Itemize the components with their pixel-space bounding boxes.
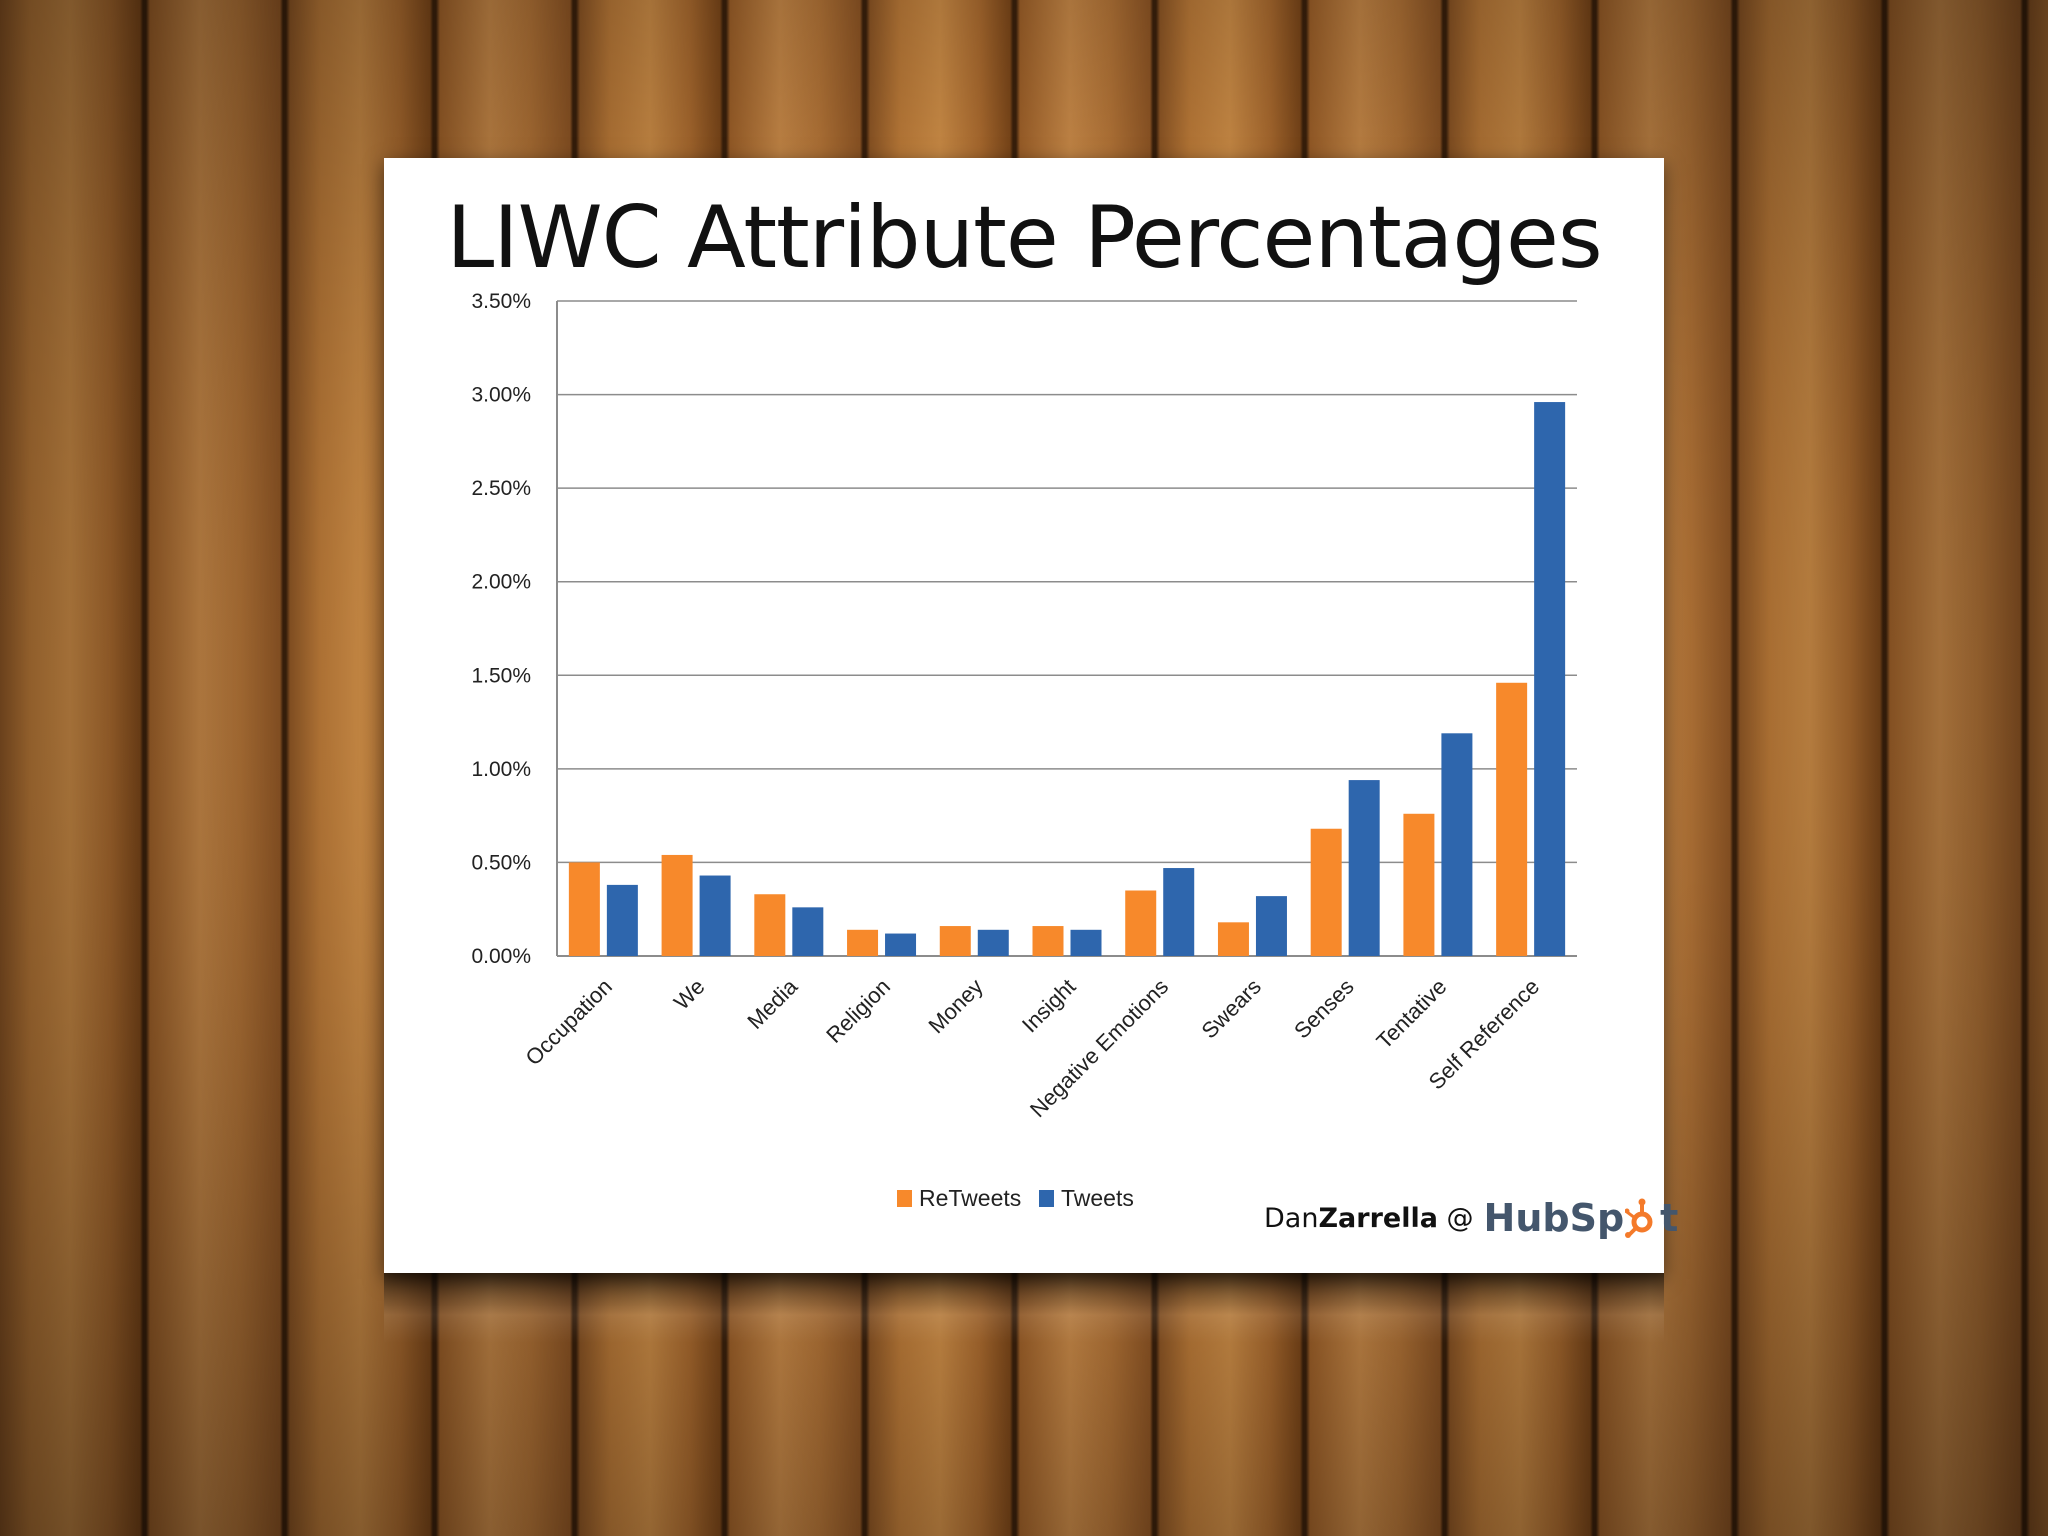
legend-swatch-tweets: [1039, 1190, 1054, 1207]
bar-tweets-tentative: [1441, 733, 1473, 956]
bar-retweets-senses: [1310, 828, 1342, 956]
author-name: DanZarrella @: [1264, 1203, 1474, 1234]
bar-tweets-media: [792, 907, 824, 956]
x-category-label: We: [669, 974, 710, 1015]
slide: LIWC Attribute Percentages 0.00% 0.50% 1.0…: [384, 158, 1678, 1273]
author-credit: DanZarrella @ HubSp t: [1264, 1188, 1678, 1248]
sprocket-ring: [1631, 1211, 1653, 1233]
legend-swatch-retweets: [897, 1190, 912, 1207]
at-sign: @: [1446, 1202, 1474, 1234]
bar-retweets-insight: [1032, 926, 1064, 956]
y-tick-label: 3.50%: [471, 290, 531, 313]
x-category-label: Money: [923, 974, 987, 1038]
bar-tweets-we: [699, 875, 731, 956]
y-tick-label: 0.50%: [471, 851, 531, 874]
bar-chart: 0.00% 0.50% 1.00% 1.50% 2.00% 2.50% 3.00% 3.50%…: [471, 290, 1577, 1211]
bar-tweets-money: [977, 929, 1009, 956]
sprocket-icon: [1625, 1198, 1653, 1238]
y-tick-label: 3.00%: [471, 384, 531, 407]
bar-tweets-swears: [1255, 896, 1287, 956]
x-category-label: Tentative: [1371, 974, 1451, 1054]
sprocket-node: [1638, 1198, 1646, 1206]
hubspot-logo-prefix: HubSp: [1483, 1196, 1625, 1240]
bar-retweets-self-reference: [1496, 682, 1528, 956]
hubspot-logo: HubSp t: [1484, 1196, 1679, 1240]
bar-tweets-self-reference: [1534, 402, 1566, 956]
author-last-name: Zarrella: [1318, 1202, 1438, 1234]
bar-tweets-insight: [1070, 929, 1102, 956]
bar-tweets-occupation: [606, 884, 638, 956]
x-category-label: Insight: [1017, 974, 1081, 1038]
bar-retweets-media: [754, 894, 786, 956]
author-first-name: Dan: [1264, 1202, 1319, 1234]
legend-label-retweets: ReTweets: [919, 1185, 1021, 1211]
sprocket-node: [1625, 1208, 1630, 1214]
y-tick-label: 2.00%: [471, 571, 531, 594]
bar-retweets-occupation: [568, 862, 600, 956]
bar-retweets-swears: [1217, 922, 1249, 956]
bar-retweets-we: [661, 854, 693, 956]
x-category-label: Senses: [1289, 974, 1359, 1044]
bar-retweets-tentative: [1403, 813, 1435, 956]
slide-reflection: [384, 1273, 1664, 1343]
legend-label-tweets: Tweets: [1061, 1185, 1134, 1211]
bar-tweets-religion: [885, 933, 917, 956]
y-tick-label: 2.50%: [471, 477, 531, 500]
bar-tweets-negative-emotions: [1163, 868, 1195, 956]
x-category-label: Media: [742, 973, 803, 1034]
y-tick-label: 1.50%: [471, 664, 531, 687]
y-tick-label: 1.00%: [471, 758, 531, 781]
bar-retweets-money: [939, 926, 971, 956]
bar-tweets-senses: [1348, 780, 1380, 956]
x-category-label: Occupation: [521, 974, 617, 1070]
x-category-label: Religion: [821, 974, 895, 1048]
x-category-label: Swears: [1196, 974, 1266, 1044]
y-tick-label: 0.00%: [471, 945, 531, 968]
hubspot-logo-suffix: t: [1660, 1196, 1679, 1240]
bar-retweets-negative-emotions: [1125, 890, 1157, 956]
bar-retweets-religion: [847, 929, 879, 956]
sprocket-node: [1625, 1232, 1632, 1238]
chart-title: LIWC Attribute Percentages: [446, 188, 1602, 288]
